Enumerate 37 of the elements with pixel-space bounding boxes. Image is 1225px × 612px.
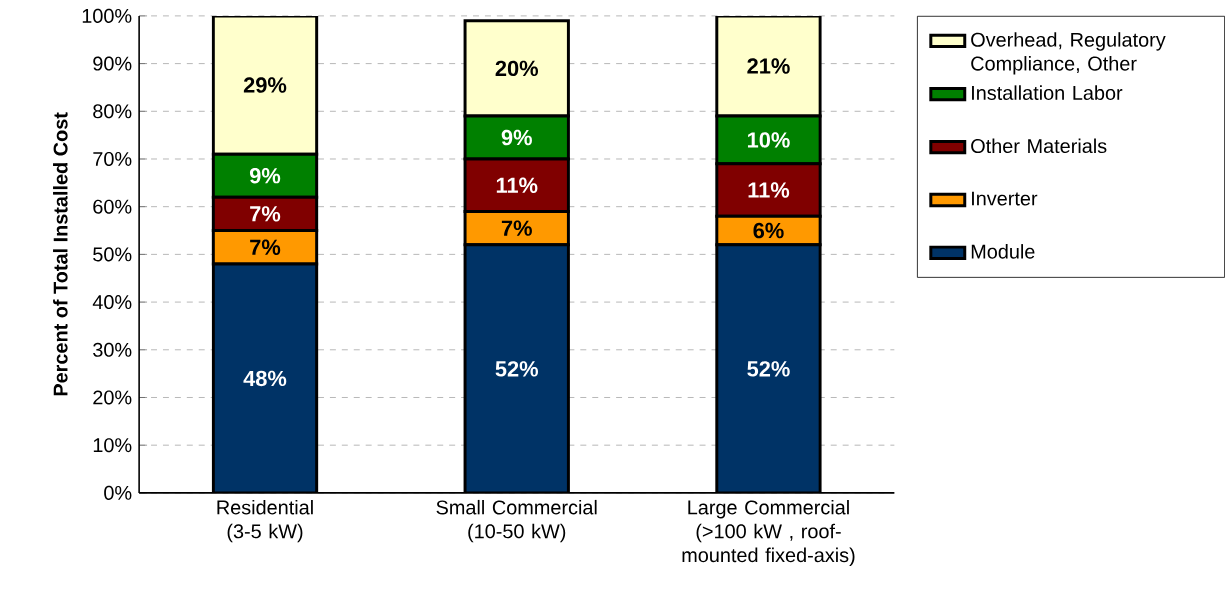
data-label: 29% (243, 77, 287, 93)
y-tick-label: 80% (93, 104, 132, 119)
y-tick-label: 100% (82, 8, 132, 23)
x-tick-label: Small Commercial (10-50 kW) (436, 499, 597, 543)
y-tick-label: 50% (93, 247, 132, 262)
legend-label: Overhead, Regulatory Compliance, Other (971, 32, 1166, 75)
data-label: 6% (753, 222, 784, 239)
legend-label: Inverter (972, 191, 1038, 206)
legend-label: Module (971, 244, 1035, 259)
bar (715, 15, 822, 118)
data-label: 9% (501, 129, 532, 146)
y-tick-label: 20% (93, 390, 132, 405)
data-label: 7% (250, 239, 281, 255)
legend-label: Other Materials (971, 138, 1107, 154)
y-tick-label: 10% (93, 438, 132, 453)
y-tick-label: 0% (104, 485, 132, 500)
x-tick-label: Large Commercial (>100 kW , roof-mounted fixed-axis) (682, 499, 855, 567)
data-label: 11% (748, 182, 790, 198)
data-label: 11% (496, 177, 538, 193)
data-label: 10% (747, 132, 790, 148)
x-tick-label: Residential (3-5 kW) (217, 499, 313, 543)
data-label: 21% (747, 58, 790, 74)
data-label: 52% (747, 361, 790, 377)
data-label: 48% (243, 370, 287, 387)
bar (715, 243, 822, 493)
data-label: 9% (249, 167, 281, 184)
y-tick-label: 30% (93, 342, 132, 357)
y-tick-label: 40% (92, 294, 132, 310)
y-tick-label: 70% (93, 151, 132, 166)
y-tick-label: 90% (93, 56, 132, 71)
y-tick-label: 60% (93, 199, 132, 214)
data-label: 7% (501, 220, 532, 236)
data-label: 7% (250, 206, 281, 222)
y-axis-title: Percent of Total Installed Cost (53, 112, 68, 396)
legend-label: Installation Labor (972, 85, 1123, 100)
data-label: 20% (495, 60, 539, 77)
data-label: 52% (495, 361, 539, 377)
